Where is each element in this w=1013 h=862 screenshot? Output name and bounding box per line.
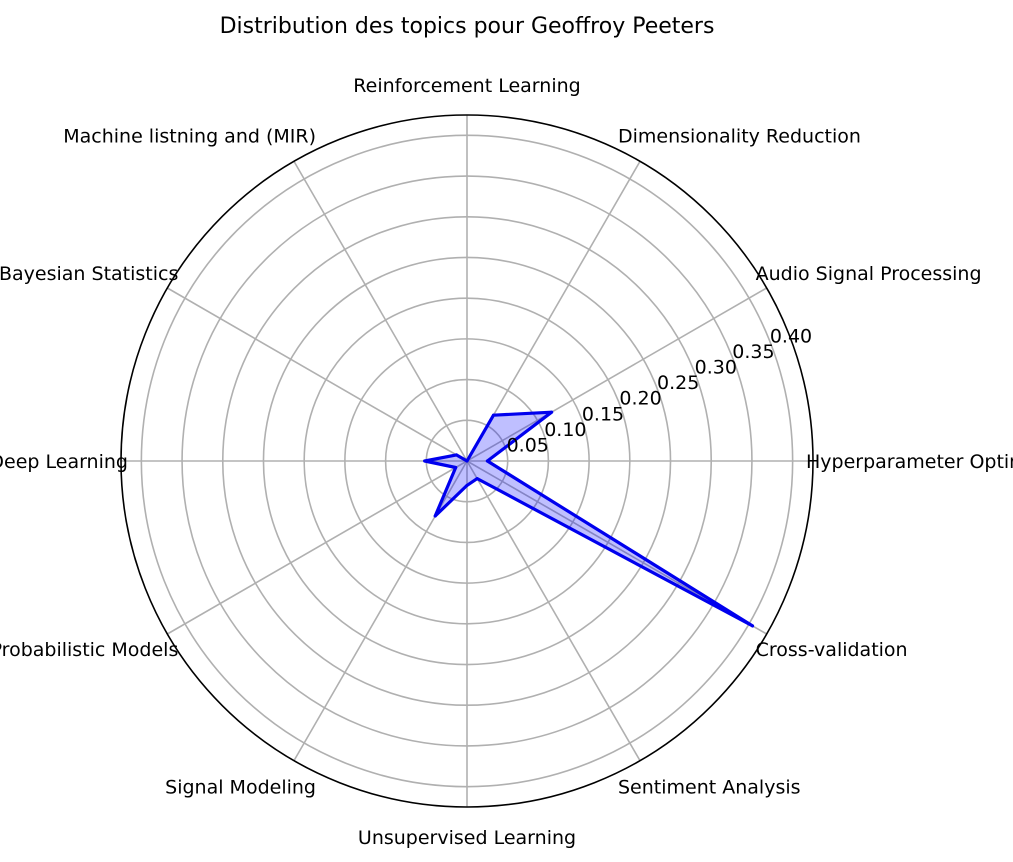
data-point-bayesian-statistics bbox=[454, 453, 458, 457]
series-area bbox=[423, 410, 755, 628]
r-tick-label: 0.20 bbox=[619, 388, 661, 410]
data-point-sentiment-analysis bbox=[475, 477, 479, 481]
data-point-deep-learning bbox=[423, 459, 427, 463]
grid-spoke-11 bbox=[466, 460, 641, 762]
category-label-machine-listning-and-mir: Machine listning and (MIR) bbox=[63, 125, 316, 147]
data-point-machine-listning-and-mir bbox=[465, 459, 469, 463]
category-label-probabilistic-models: Probabilistic Models bbox=[0, 639, 178, 661]
r-tick-label: 0.40 bbox=[770, 325, 812, 347]
category-label-reinforcement-learning: Reinforcement Learning bbox=[353, 75, 580, 97]
data-point-unsupervised-learning bbox=[465, 483, 469, 487]
grid-spoke-5 bbox=[293, 160, 468, 462]
grid-spoke-3 bbox=[466, 160, 641, 462]
category-label-cross-validation: Cross-validation bbox=[756, 639, 908, 661]
r-tick-label: 0.10 bbox=[544, 419, 586, 441]
category-label-hyperparameter-optimization: Hyperparameter Optimization bbox=[806, 451, 1013, 473]
category-label-dimensionality-reduction: Dimensionality Reduction bbox=[618, 125, 861, 147]
data-point-probabilistic-models bbox=[454, 466, 458, 470]
r-tick-label: 0.35 bbox=[732, 341, 774, 363]
r-tick-label: 0.25 bbox=[657, 372, 699, 394]
grid-spoke-2 bbox=[466, 287, 768, 462]
grid-layer bbox=[120, 114, 814, 808]
data-point-audio-signal-processing bbox=[550, 410, 554, 414]
category-label-deep-learning: Deep Learning bbox=[0, 451, 128, 473]
category-label-unsupervised-learning: Unsupervised Learning bbox=[358, 827, 576, 849]
chart-title: Distribution des topics pour Geoffroy Pe… bbox=[220, 14, 715, 39]
polar-frame bbox=[120, 114, 814, 808]
category-label-signal-modeling: Signal Modeling bbox=[165, 777, 316, 799]
category-label-sentiment-analysis: Sentiment Analysis bbox=[618, 777, 801, 799]
data-point-signal-modeling bbox=[433, 514, 437, 518]
data-point-cross-validation bbox=[751, 624, 755, 628]
label-layer: 0.050.100.150.200.250.300.350.40 Hyperpar… bbox=[0, 75, 1013, 849]
data-layer bbox=[423, 410, 755, 628]
r-tick-label: 0.05 bbox=[507, 434, 549, 456]
data-point-dimensionality-reduction bbox=[491, 413, 495, 417]
grid-spoke-6 bbox=[166, 287, 468, 462]
grid-spoke-8 bbox=[166, 460, 468, 635]
data-point-hyperparameter-optimization bbox=[485, 459, 489, 463]
category-label-audio-signal-processing: Audio Signal Processing bbox=[756, 263, 982, 285]
r-tick-label: 0.15 bbox=[582, 403, 624, 425]
category-label-bayesian-statistics: Bayesian Statistics bbox=[0, 263, 178, 285]
r-tick-label: 0.30 bbox=[695, 357, 737, 379]
